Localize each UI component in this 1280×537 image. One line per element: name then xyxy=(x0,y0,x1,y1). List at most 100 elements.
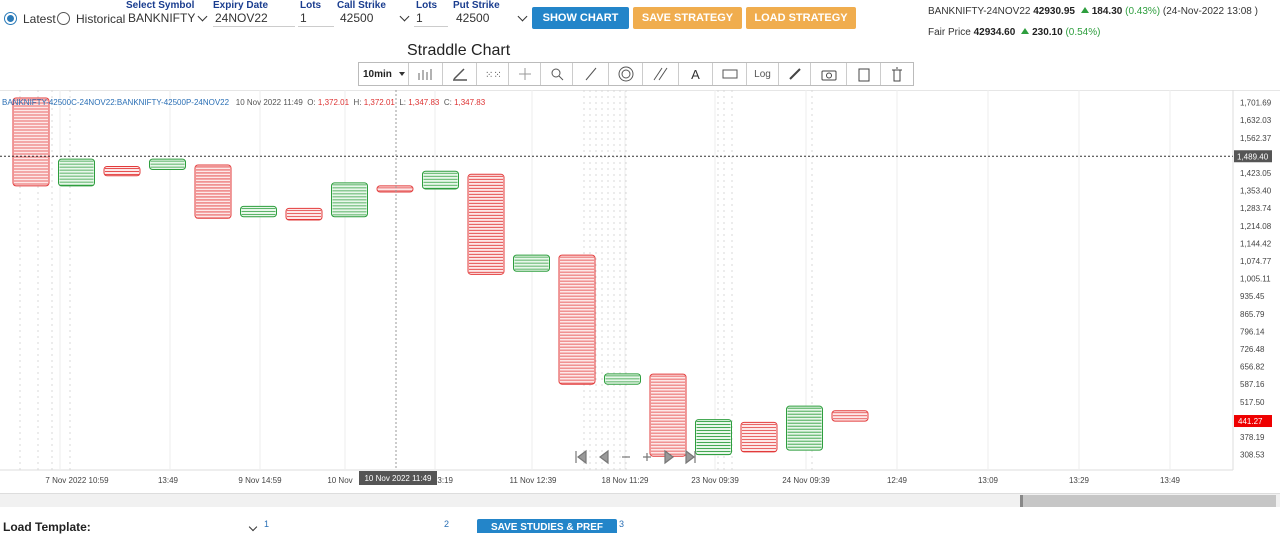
symbol-value: BANKNIFTY xyxy=(128,11,196,25)
fair-price-label: Fair Price xyxy=(928,27,971,38)
crosshair-x-label: 10 Nov 2022 11:49 xyxy=(364,474,432,483)
crosshair-y-label: 1,489.40 xyxy=(1237,152,1269,161)
candle xyxy=(103,165,141,177)
circles-icon xyxy=(618,66,633,82)
ohlc-datetime: 10 Nov 2022 11:49 xyxy=(235,98,303,107)
y-tick-label: 726.48 xyxy=(1240,345,1265,354)
chart-type-button[interactable] xyxy=(409,63,443,85)
expiry-value: 24NOV22 xyxy=(215,11,268,25)
y-tick-label: 656.82 xyxy=(1240,363,1265,372)
x-tick-label: 18 Nov 11:29 xyxy=(602,476,650,485)
ohlc-h-label: H: xyxy=(353,98,362,107)
straddle-chart[interactable]: 1,701.69 1,632.03 1,562.37 1,423.05 1,353.40… xyxy=(0,90,1280,490)
latest-radio[interactable] xyxy=(4,12,17,25)
zoom-button[interactable] xyxy=(541,63,573,85)
put-lots-value: 1 xyxy=(416,11,423,25)
fib-button[interactable] xyxy=(609,63,643,85)
trash-icon xyxy=(892,67,902,81)
candle xyxy=(740,421,778,453)
call-strike-value: 42500 xyxy=(340,11,374,25)
text-icon: A xyxy=(691,66,700,82)
y-tick-label: 935.45 xyxy=(1240,292,1265,301)
scrollbar-thumb[interactable] xyxy=(1020,495,1276,507)
nav-back-icon[interactable] xyxy=(599,449,609,465)
put-strike-select[interactable]: 42500 xyxy=(454,9,528,27)
fair-price-line: Fair Price 42934.60 230.10 (0.54%) xyxy=(928,27,1100,38)
save-studies-button[interactable]: SAVE STUDIES & PREF xyxy=(477,519,617,533)
log-label: Log xyxy=(754,68,771,80)
ohlc-c-label: C: xyxy=(443,98,452,107)
candle xyxy=(331,182,368,218)
y-tick-label: 1,353.40 xyxy=(1240,187,1272,196)
historical-radio[interactable] xyxy=(57,12,70,25)
grid-dots-icon: ⁙⁙ xyxy=(485,70,501,81)
crosshair-button[interactable] xyxy=(509,63,541,85)
candle xyxy=(831,410,869,422)
screenshot-button[interactable] xyxy=(811,63,847,85)
last-price-box xyxy=(1234,415,1272,428)
x-tick-label: 7 Nov 2022 10:59 xyxy=(45,476,109,485)
brush-button[interactable] xyxy=(779,63,811,85)
symbol-select[interactable]: BANKNIFTY xyxy=(126,9,208,27)
call-strike-label: Call Strike xyxy=(337,0,386,11)
quote-line: BANKNIFTY-24NOV22 42930.95 184.30 (0.43%… xyxy=(928,6,1258,17)
text-button[interactable]: A xyxy=(679,63,713,85)
call-strike-select[interactable]: 42500 xyxy=(338,9,410,27)
y-tick-label: 378.19 xyxy=(1240,433,1265,442)
expiry-label: Expiry Date xyxy=(213,0,269,11)
x-tick-label: 13:49 xyxy=(158,476,179,485)
candle xyxy=(240,205,277,218)
template-select-chevron[interactable] xyxy=(248,522,258,532)
call-lots-value: 1 xyxy=(300,11,307,25)
clipboard-button[interactable] xyxy=(847,63,881,85)
trendline-button[interactable] xyxy=(573,63,609,85)
chart-scrollbar[interactable] xyxy=(0,493,1280,507)
y-tick-label: 587.16 xyxy=(1240,380,1265,389)
measure-button[interactable] xyxy=(713,63,747,85)
x-tick-label: 13:29 xyxy=(1069,476,1090,485)
y-tick-label: 1,214.08 xyxy=(1240,222,1272,231)
candle xyxy=(786,405,823,451)
log-button[interactable]: Log xyxy=(747,63,779,85)
put-lots-input[interactable]: 1 xyxy=(414,9,448,27)
nav-zoom-in-icon[interactable] xyxy=(643,453,651,461)
load-strategy-button[interactable]: LOAD STRATEGY xyxy=(746,7,856,29)
candle xyxy=(12,97,50,187)
trash-button[interactable] xyxy=(881,63,913,85)
svg-text:⁙⁙: ⁙⁙ xyxy=(485,70,501,81)
fair-price-value: 42934.60 xyxy=(973,27,1016,38)
clipboard-icon xyxy=(858,68,869,81)
call-lots-input[interactable]: 1 xyxy=(298,9,334,27)
pattern-button[interactable]: ⁙⁙ xyxy=(477,63,509,85)
chart-toolbar: 10min ⁙⁙ A Log xyxy=(358,62,914,86)
save-strategy-button[interactable]: SAVE STRATEGY xyxy=(633,7,742,29)
candle xyxy=(285,207,323,221)
x-tick-label: 24 Nov 09:39 xyxy=(782,476,830,485)
zoom-icon xyxy=(551,68,563,81)
put-lots-label: Lots xyxy=(416,0,438,11)
expiry-select[interactable]: 24NOV22 xyxy=(213,9,295,27)
draw-button[interactable] xyxy=(443,63,477,85)
interval-value: 10min xyxy=(363,68,392,80)
candle xyxy=(558,254,596,385)
y-tick-label: 1,632.03 xyxy=(1240,116,1272,125)
candle xyxy=(149,158,186,170)
y-tick-label: 1,005.11 xyxy=(1240,275,1271,284)
show-chart-button[interactable]: SHOW CHART xyxy=(532,7,629,29)
candle xyxy=(422,170,459,190)
channel-button[interactable] xyxy=(643,63,679,85)
y-tick-label: 308.53 xyxy=(1240,451,1265,460)
quote-price: 42930.95 xyxy=(1033,6,1075,17)
nav-forward-icon[interactable] xyxy=(664,449,674,465)
interval-select[interactable]: 10min xyxy=(359,63,409,85)
nav-first-icon[interactable] xyxy=(575,449,587,465)
latest-label: Latest xyxy=(23,12,56,26)
fair-change-pct: (0.54%) xyxy=(1065,27,1101,38)
measure-icon xyxy=(722,69,737,79)
nav-last-icon[interactable] xyxy=(685,449,696,465)
ohlc-low: 1,347.83 xyxy=(408,98,440,107)
x-tick-label: 13:19 xyxy=(433,476,454,485)
x-tick-label: 9 Nov 14:59 xyxy=(238,476,282,485)
candle xyxy=(695,419,732,456)
last-price-label: 441.27 xyxy=(1238,417,1263,426)
